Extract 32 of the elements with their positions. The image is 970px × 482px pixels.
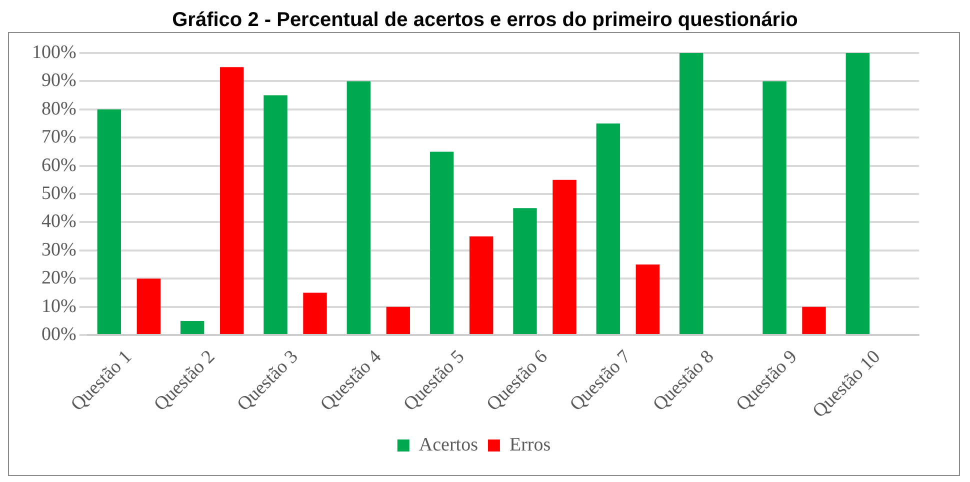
y-tick-label: 100% xyxy=(32,42,76,63)
bar xyxy=(513,208,537,334)
bar xyxy=(220,67,244,334)
legend-label: Erros xyxy=(509,434,551,456)
y-tick-label: 10% xyxy=(42,296,76,317)
bar xyxy=(802,306,826,334)
bar xyxy=(469,236,494,334)
bar xyxy=(136,278,161,334)
chart-title: Gráfico 2 - Percentual de acertos e erros do primeiro questionário xyxy=(171,8,799,32)
bar xyxy=(552,180,576,334)
bar xyxy=(430,152,454,334)
bar xyxy=(846,53,870,334)
bar xyxy=(679,53,704,334)
bar xyxy=(180,320,204,334)
y-tick-label: 80% xyxy=(42,98,76,120)
y-tick-label: 30% xyxy=(42,239,76,260)
legend-label: Acertos xyxy=(418,434,478,456)
y-tick-label: 20% xyxy=(42,268,76,289)
y-tick-label: 00% xyxy=(42,324,76,346)
bar xyxy=(386,306,410,334)
bar xyxy=(762,81,786,334)
bar xyxy=(596,124,620,334)
y-tick-label: 90% xyxy=(42,70,76,92)
bar xyxy=(303,292,327,334)
bar xyxy=(636,264,660,334)
y-tick-label: 40% xyxy=(42,211,76,232)
y-tick-label: 70% xyxy=(42,126,76,148)
bar xyxy=(346,81,371,334)
bar xyxy=(97,109,122,334)
bar xyxy=(264,95,288,334)
y-tick-label: 60% xyxy=(42,154,76,176)
y-tick-label: 50% xyxy=(42,183,76,204)
